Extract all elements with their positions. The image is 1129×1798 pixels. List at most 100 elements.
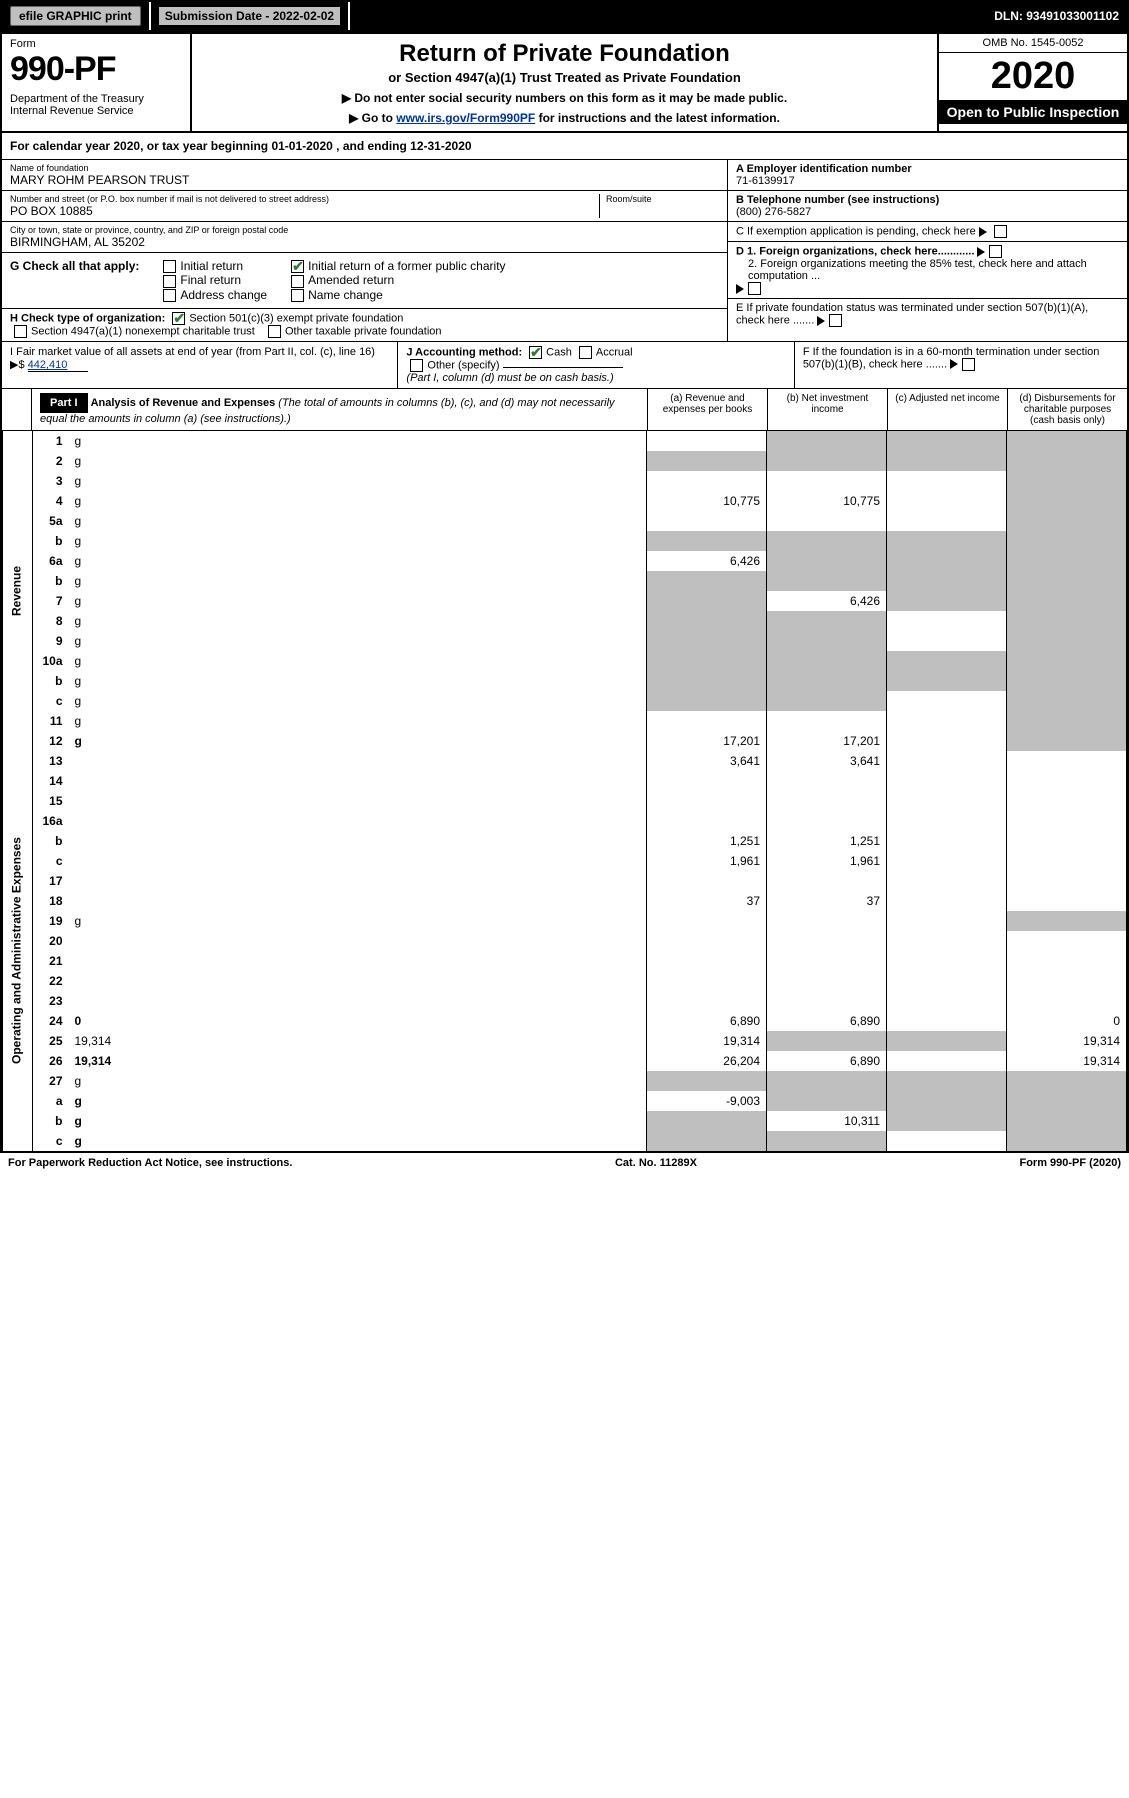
cell-grey bbox=[887, 1111, 1007, 1131]
info-right: A Employer identification number 71-6139… bbox=[727, 160, 1127, 341]
table-row: 23 bbox=[3, 991, 1127, 1011]
cell-grey bbox=[767, 551, 887, 571]
cell-value bbox=[887, 1051, 1007, 1071]
chk-cash[interactable] bbox=[529, 346, 542, 359]
table-row: 19g bbox=[3, 911, 1127, 931]
irs-link[interactable]: www.irs.gov/Form990PF bbox=[396, 111, 535, 125]
cell-value bbox=[887, 731, 1007, 751]
table-row: 7g6,426 bbox=[3, 591, 1127, 611]
chk-4947[interactable] bbox=[14, 325, 27, 338]
cell-value bbox=[887, 631, 1007, 651]
chk-d1[interactable] bbox=[989, 245, 1002, 258]
cell-value: 1,961 bbox=[647, 851, 767, 871]
cell-value bbox=[887, 511, 1007, 531]
cell-grey bbox=[1007, 731, 1127, 751]
cell-value bbox=[887, 831, 1007, 851]
cell-value: 6,890 bbox=[767, 1051, 887, 1071]
table-row: 11g bbox=[3, 711, 1127, 731]
open-public: Open to Public Inspection bbox=[939, 100, 1127, 124]
line-num: 14 bbox=[33, 771, 69, 791]
chk-c[interactable] bbox=[994, 225, 1007, 238]
chk-d2[interactable] bbox=[748, 282, 761, 295]
line-num: 4 bbox=[33, 491, 69, 511]
efile-button[interactable]: efile GRAPHIC print bbox=[10, 6, 141, 26]
cell-value bbox=[887, 1011, 1007, 1031]
cell-value: 17,201 bbox=[647, 731, 767, 751]
cell-value bbox=[1007, 851, 1127, 871]
cell-grey bbox=[767, 1091, 887, 1111]
header-left: Form 990-PF Department of the Treasury I… bbox=[2, 34, 192, 131]
ein-value: 71-6139917 bbox=[736, 175, 795, 187]
cell-value: 3,641 bbox=[767, 751, 887, 771]
cell-grey bbox=[647, 631, 767, 651]
line-desc: g bbox=[69, 1131, 647, 1151]
ein-cell: A Employer identification number 71-6139… bbox=[728, 160, 1127, 191]
line-num: 12 bbox=[33, 731, 69, 751]
footer-form-no: 990-PF bbox=[1050, 1157, 1086, 1169]
submission-cell: Submission Date - 2022-02-02 bbox=[151, 2, 350, 30]
section-i: I Fair market value of all assets at end… bbox=[2, 342, 398, 388]
cell-value bbox=[767, 871, 887, 891]
line-desc bbox=[69, 971, 647, 991]
cell-value bbox=[767, 931, 887, 951]
cell-grey bbox=[1007, 591, 1127, 611]
cell-grey bbox=[887, 651, 1007, 671]
line-num: b bbox=[33, 531, 69, 551]
cell-value bbox=[647, 931, 767, 951]
chk-address[interactable] bbox=[163, 289, 176, 302]
other-specify[interactable] bbox=[503, 367, 623, 368]
table-row: bg bbox=[3, 671, 1127, 691]
table-row: Revenue1g bbox=[3, 431, 1127, 451]
line-num: 1 bbox=[33, 431, 69, 451]
submission-date: Submission Date - 2022-02-02 bbox=[159, 7, 340, 25]
cell-value: 6,426 bbox=[647, 551, 767, 571]
line-num: c bbox=[33, 851, 69, 871]
line-num: 13 bbox=[33, 751, 69, 771]
j-cash: Cash bbox=[546, 346, 572, 358]
cell-value: 10,775 bbox=[767, 491, 887, 511]
table-row: Operating and Administrative Expenses133… bbox=[3, 751, 1127, 771]
chk-other-taxable[interactable] bbox=[268, 325, 281, 338]
fmv-value[interactable]: 442,410 bbox=[28, 359, 88, 372]
form-title: Return of Private Foundation bbox=[204, 40, 925, 68]
g-label: G Check all that apply: bbox=[10, 259, 139, 302]
line-desc bbox=[69, 991, 647, 1011]
cell-value bbox=[887, 891, 1007, 911]
line-desc: 19,314 bbox=[69, 1051, 647, 1071]
opt-address: Address change bbox=[180, 288, 267, 302]
cell-grey bbox=[647, 571, 767, 591]
chk-amended[interactable] bbox=[291, 275, 304, 288]
line-desc: g bbox=[69, 551, 647, 571]
table-row: 183737 bbox=[3, 891, 1127, 911]
phone-value: (800) 276-5827 bbox=[736, 206, 811, 218]
cell-value: 6,890 bbox=[767, 1011, 887, 1031]
chk-f[interactable] bbox=[962, 358, 975, 371]
cell-grey bbox=[767, 571, 887, 591]
chk-initial[interactable] bbox=[163, 260, 176, 273]
chk-final[interactable] bbox=[163, 275, 176, 288]
cell-grey bbox=[887, 671, 1007, 691]
top-bar: efile GRAPHIC print Submission Date - 20… bbox=[0, 0, 1129, 32]
cell-value bbox=[1007, 871, 1127, 891]
chk-former-charity[interactable] bbox=[291, 260, 304, 273]
line-num: 5a bbox=[33, 511, 69, 531]
header-right: OMB No. 1545-0052 2020 Open to Public In… bbox=[937, 34, 1127, 131]
address-cell: Number and street (or P.O. box number if… bbox=[2, 191, 727, 222]
chk-e[interactable] bbox=[829, 314, 842, 327]
chk-name-change[interactable] bbox=[291, 289, 304, 302]
line-desc bbox=[69, 851, 647, 871]
cell-grey bbox=[767, 611, 887, 631]
cell-value: 37 bbox=[647, 891, 767, 911]
cell-grey bbox=[887, 1031, 1007, 1051]
table-row: 27g bbox=[3, 1071, 1127, 1091]
col-a-hdr: (a) Revenue and expenses per books bbox=[647, 389, 767, 430]
cell-value bbox=[887, 851, 1007, 871]
opt-final: Final return bbox=[180, 273, 241, 287]
cell-value bbox=[767, 951, 887, 971]
b-label: B Telephone number (see instructions) bbox=[736, 194, 939, 206]
chk-501c3[interactable] bbox=[172, 312, 185, 325]
chk-other[interactable] bbox=[410, 359, 423, 372]
chk-accrual[interactable] bbox=[579, 346, 592, 359]
cell-grey bbox=[647, 531, 767, 551]
line-num: b bbox=[33, 831, 69, 851]
